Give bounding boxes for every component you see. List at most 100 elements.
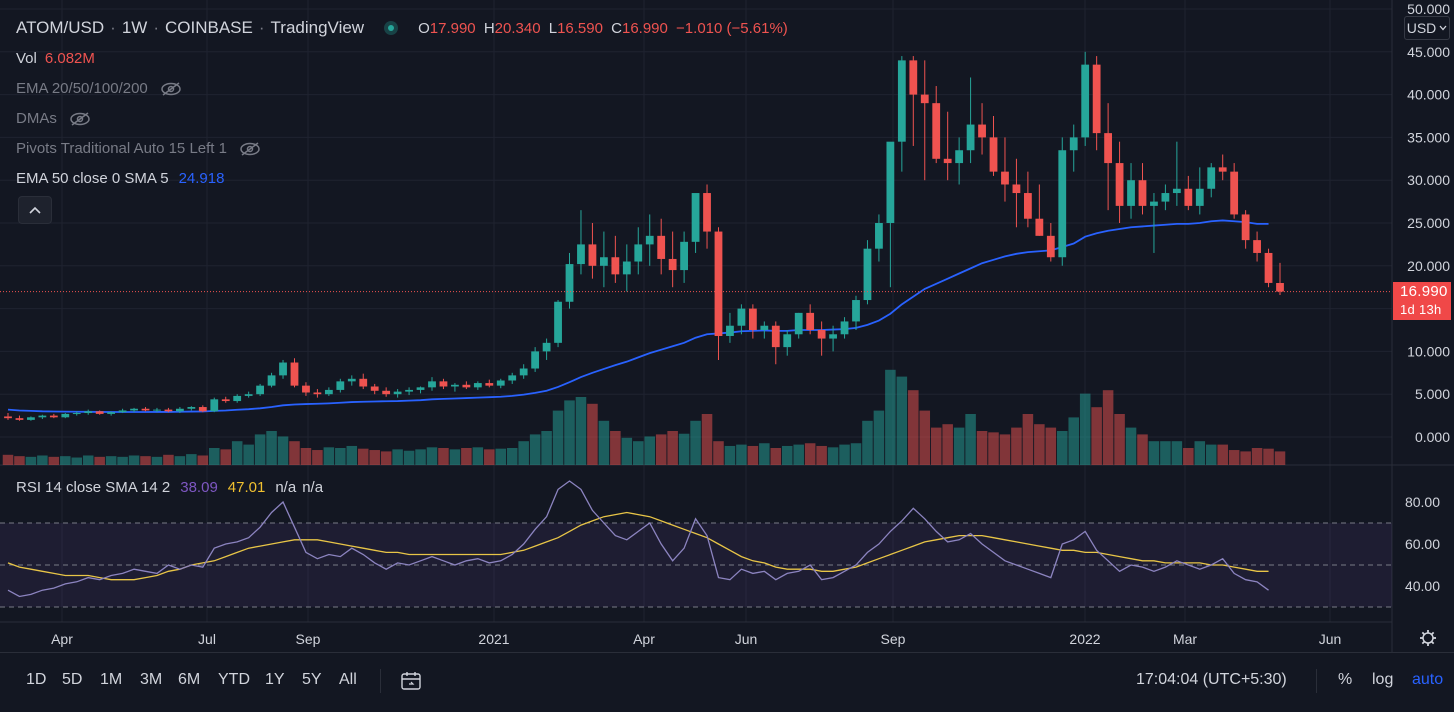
volume-bar: [1022, 414, 1034, 465]
volume-bar: [988, 432, 999, 465]
range-button[interactable]: 5Y: [302, 671, 322, 688]
volume-bar: [506, 448, 518, 465]
candle-body: [1172, 188, 1181, 194]
volume-bar: [1045, 427, 1057, 465]
volume-bar: [220, 449, 232, 465]
candle-body: [107, 412, 116, 414]
pivots-legend[interactable]: Pivots Traditional Auto 15 Left 1: [16, 140, 261, 157]
volume-bar: [953, 427, 965, 465]
volume-bar: [300, 448, 312, 465]
hidden-eye-icon[interactable]: [69, 111, 91, 127]
currency-label: USD: [1406, 20, 1437, 36]
time-axis-label: Apr: [51, 631, 73, 647]
candle-body: [703, 193, 711, 232]
candle-body: [1138, 180, 1147, 206]
time-axis-label: Sep: [296, 631, 321, 647]
volume-bar: [266, 431, 277, 465]
volume-bar: [140, 456, 151, 465]
rsi-axis-label: 60.00: [1405, 536, 1440, 552]
candle-body: [1127, 180, 1135, 206]
rsi-sma-line: [7, 511, 1269, 581]
log-scale-toggle[interactable]: log: [1372, 671, 1394, 688]
currency-select[interactable]: USD: [1404, 16, 1450, 40]
volume-bar: [1251, 448, 1263, 465]
range-button[interactable]: 6M: [178, 671, 201, 688]
ema-multi-legend[interactable]: EMA 20/50/100/200: [16, 80, 182, 97]
volume-bar: [449, 449, 461, 465]
range-button[interactable]: 5D: [62, 671, 83, 688]
range-button[interactable]: 3M: [140, 671, 163, 688]
volume-bar: [862, 420, 873, 465]
candle-body: [622, 261, 631, 275]
candle-body: [760, 325, 769, 330]
range-button[interactable]: 1D: [26, 671, 47, 688]
range-button[interactable]: 1M: [100, 671, 123, 688]
range-button[interactable]: 1Y: [265, 671, 285, 688]
volume-bar: [1011, 427, 1022, 465]
candle-body: [875, 223, 883, 249]
volume-bar: [323, 447, 335, 465]
rsi-sma-value: 47.01: [227, 479, 266, 496]
volume-bar: [484, 449, 495, 465]
candle-body: [1012, 184, 1021, 194]
candle-body: [244, 394, 253, 396]
volume-bar: [644, 436, 656, 465]
candle-body: [393, 391, 402, 395]
volume-bar: [231, 441, 243, 465]
candle-body: [966, 124, 975, 151]
volume-bar: [736, 444, 747, 465]
collapse-legend-button[interactable]: [18, 196, 52, 224]
candle-body: [359, 378, 368, 387]
rsi-na-value: n/a: [302, 479, 324, 496]
volume-bar: [1217, 444, 1228, 465]
volume-bar: [1183, 448, 1194, 465]
hidden-eye-icon[interactable]: [239, 141, 261, 157]
candle-body: [599, 257, 608, 266]
candle-body: [554, 301, 562, 343]
range-button[interactable]: All: [339, 671, 357, 688]
candle-body: [233, 395, 242, 402]
volume-bar: [289, 441, 300, 465]
volume-bar: [1263, 448, 1274, 465]
clock-timezone[interactable]: 17:04:04 (UTC+5:30): [1136, 671, 1287, 688]
candle-body: [691, 193, 700, 242]
date-range-icon[interactable]: [400, 670, 422, 692]
candle-body: [279, 362, 287, 376]
volume-bar: [1228, 450, 1240, 465]
volume-bar: [14, 456, 25, 465]
volume-bar: [1034, 424, 1045, 465]
volume-bar: [816, 445, 827, 465]
chevron-up-icon: [29, 206, 41, 214]
volume-bar: [724, 445, 736, 465]
candle-body: [141, 408, 150, 411]
hidden-eye-icon[interactable]: [160, 81, 182, 97]
chart-canvas[interactable]: 50.000 45.000 40.000 35.000 30.000 25.000 20.0…: [0, 0, 1454, 652]
candle-body: [221, 399, 230, 402]
candle-body: [451, 384, 459, 387]
auto-scale-toggle[interactable]: auto: [1412, 671, 1444, 688]
rsi-legend[interactable]: RSI 14 close SMA 14 2 38.09 47.01 n/a n/…: [16, 479, 323, 496]
candle-body: [1218, 167, 1227, 172]
candle-body: [794, 312, 803, 335]
vol-legend[interactable]: Vol 6.082M: [16, 50, 95, 67]
market-status-icon: [384, 21, 399, 35]
volume-bar: [82, 455, 94, 465]
candle-body: [565, 264, 574, 302]
time-axis-label: Jun: [1319, 631, 1342, 647]
candle-body: [302, 385, 310, 393]
volume-bar: [1194, 441, 1206, 465]
dmas-legend[interactable]: DMAs: [16, 110, 91, 127]
volume-bar: [369, 450, 380, 465]
candle-body: [1264, 252, 1273, 283]
candle-body: [130, 408, 138, 411]
range-button[interactable]: YTD: [218, 671, 250, 688]
ema50-legend[interactable]: EMA 50 close 0 SMA 5 24.918: [16, 170, 224, 187]
price-axis-label: 45.000: [1407, 44, 1450, 60]
percent-scale-toggle[interactable]: %: [1338, 671, 1353, 688]
current-price: 16.990: [1400, 283, 1448, 300]
candle-body: [27, 417, 35, 420]
symbol-legend[interactable]: ATOM/USD · 1W · COINBASE · TradingView O…: [16, 18, 788, 38]
candle-body: [726, 325, 734, 336]
volume-bar: [94, 456, 105, 465]
settings-gear-icon[interactable]: [1420, 630, 1436, 646]
